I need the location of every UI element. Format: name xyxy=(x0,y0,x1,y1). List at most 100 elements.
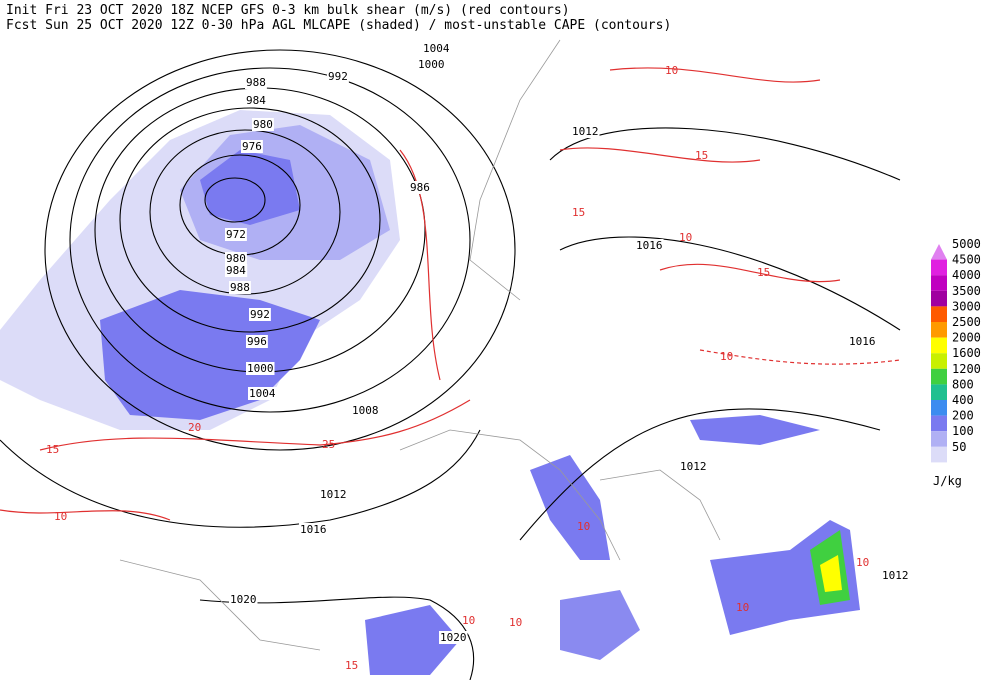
shear-label: 15 xyxy=(572,206,585,219)
isobar-label: 1004 xyxy=(249,387,276,400)
legend-swatch xyxy=(931,368,947,385)
legend-swatch xyxy=(931,290,947,307)
legend-swatch xyxy=(931,446,947,463)
legend-swatch xyxy=(931,415,947,432)
legend-label: 4000 xyxy=(952,268,981,282)
shear-label: 10 xyxy=(720,350,733,363)
shear-label: 15 xyxy=(345,659,358,672)
header-line: Fcst Sun 25 OCT 2020 12Z 0-30 hPa AGL ML… xyxy=(6,18,671,33)
shear-label: 10 xyxy=(54,510,67,523)
label-bg xyxy=(319,488,348,501)
isobar-label: 984 xyxy=(246,94,266,107)
shear-label: 15 xyxy=(695,149,708,162)
isobar-label: 986 xyxy=(410,181,430,194)
legend-arrow xyxy=(931,244,947,260)
shear-label: 10 xyxy=(856,556,869,569)
label-bg xyxy=(241,140,263,153)
shear-label: 10 xyxy=(462,614,475,627)
isobar-label: 988 xyxy=(246,76,266,89)
legend-label: 800 xyxy=(952,377,974,391)
label-bg xyxy=(249,308,271,321)
legend-label: 1600 xyxy=(952,346,981,360)
legend-label: 5000 xyxy=(952,237,981,251)
label-bg xyxy=(351,404,380,417)
label-bg xyxy=(245,76,267,89)
legend-swatch xyxy=(931,322,947,338)
legend-swatch xyxy=(931,306,947,322)
legend-swatch xyxy=(931,275,947,291)
legend-label: 2000 xyxy=(952,331,981,345)
label-bg xyxy=(246,335,268,348)
shear-label: 15 xyxy=(46,443,59,456)
label-bg xyxy=(439,631,468,644)
label-bg xyxy=(635,239,664,252)
label-bg xyxy=(409,181,431,194)
legend-label: 100 xyxy=(952,424,974,438)
legend-swatch xyxy=(931,259,947,276)
isobar-label: 1012 xyxy=(882,569,909,582)
shear-label: 10 xyxy=(679,231,692,244)
legend-label: 50 xyxy=(952,440,966,454)
isobar-label: 1020 xyxy=(440,631,467,644)
label-bg xyxy=(252,118,274,131)
shear-label: 15 xyxy=(757,266,770,279)
coastlines xyxy=(119,39,721,651)
isobar-label: 976 xyxy=(242,140,262,153)
isobar-label: 984 xyxy=(226,264,246,277)
label-bg xyxy=(881,569,910,582)
legend-swatch xyxy=(931,431,947,447)
legend-swatch xyxy=(931,353,947,369)
shear-label: 10 xyxy=(665,64,678,77)
header-line: Init Fri 23 OCT 2020 18Z NCEP GFS 0-3 km… xyxy=(6,3,570,18)
isobar-label: 1016 xyxy=(849,335,876,348)
isobar-label: 980 xyxy=(226,252,246,265)
legend-label: 3500 xyxy=(952,284,981,298)
shear-label: 20 xyxy=(188,421,201,434)
label-bg xyxy=(679,460,708,473)
cape-shading xyxy=(0,110,860,675)
shear-label: 25 xyxy=(322,438,335,451)
isobar-label: 988 xyxy=(230,281,250,294)
isobar-label: 972 xyxy=(226,228,246,241)
shear-label: 10 xyxy=(577,520,590,533)
legend-swatch xyxy=(931,337,947,354)
isobar-label: 1012 xyxy=(320,488,347,501)
label-bg xyxy=(229,593,258,606)
isobar-label: 992 xyxy=(250,308,270,321)
legend-label: 200 xyxy=(952,409,974,423)
label-bg xyxy=(225,228,247,241)
label-bg xyxy=(245,94,268,107)
label-bg xyxy=(248,387,277,400)
legend-swatch xyxy=(931,400,947,416)
isobar-label: 1012 xyxy=(572,125,599,138)
legend-unit: J/kg xyxy=(933,474,962,488)
legend-label: 2500 xyxy=(952,315,981,329)
legend-label: 1200 xyxy=(952,362,981,376)
shear-label: 10 xyxy=(736,601,749,614)
isobar-label: 996 xyxy=(247,335,267,348)
label-bg xyxy=(417,58,446,71)
label-bg xyxy=(246,362,275,375)
isobar-label: 1000 xyxy=(247,362,274,375)
isobar-label: 1012 xyxy=(680,460,707,473)
isobar-label: 1004 xyxy=(423,42,450,55)
legend-swatch xyxy=(931,384,947,400)
isobar-label: 992 xyxy=(328,70,348,83)
label-bg xyxy=(225,264,248,277)
legend-label: 4500 xyxy=(952,253,981,267)
isobars xyxy=(0,49,901,680)
legend-label: 400 xyxy=(952,393,974,407)
label-bg xyxy=(422,42,451,55)
legend-label: 3000 xyxy=(952,299,981,313)
label-bg xyxy=(327,70,349,83)
shear-label: 10 xyxy=(509,616,522,629)
isobar-label: 980 xyxy=(253,118,273,131)
isobar-label: 1016 xyxy=(300,523,327,536)
isobar-label: 1016 xyxy=(636,239,663,252)
label-bg xyxy=(571,125,600,138)
label-bg xyxy=(299,523,328,536)
isobar-label: 1008 xyxy=(352,404,379,417)
shear-contours xyxy=(0,67,901,521)
label-bg xyxy=(848,335,877,348)
